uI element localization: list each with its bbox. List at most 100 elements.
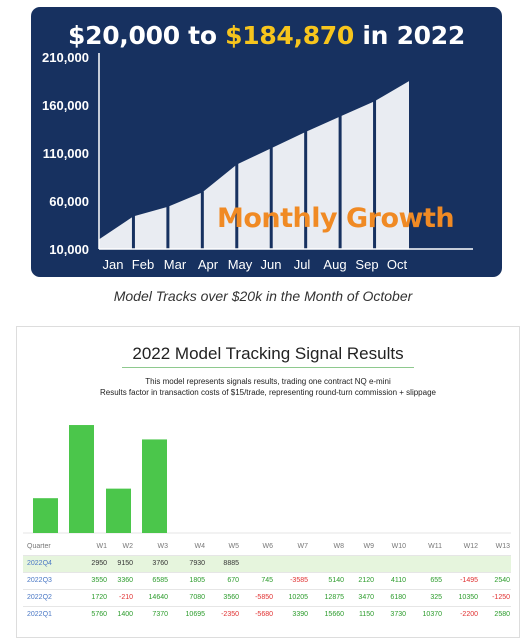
column-header: Quarter <box>27 543 51 550</box>
table-cell: 14640 <box>148 594 168 601</box>
column-header: W4 <box>194 543 206 550</box>
table-cell: 1150 <box>358 611 374 618</box>
table-cell: -3585 <box>290 577 308 584</box>
table-cell: 2950 <box>91 560 107 567</box>
subtitle-line-2: Results factor in transaction costs of $… <box>100 388 436 397</box>
table-cell: 2540 <box>494 577 510 584</box>
table-cell: 10695 <box>185 611 205 618</box>
column-header: W2 <box>122 543 134 550</box>
table-cell: 3560 <box>223 594 239 601</box>
table-cell: 10350 <box>458 594 478 601</box>
title-highlight: $184,870 <box>225 21 354 50</box>
table-cell: 745 <box>261 577 273 584</box>
table-cell: 5140 <box>328 577 344 584</box>
x-tick-label: Sep <box>355 257 378 272</box>
table-cell: 2120 <box>358 577 374 584</box>
table-cell: 6585 <box>152 577 168 584</box>
y-tick-label: 60,000 <box>49 194 89 209</box>
quarter-link[interactable]: 2022Q2 <box>27 594 52 601</box>
table-cell: -1495 <box>460 577 478 584</box>
x-tick-label: Feb <box>132 257 154 272</box>
table-cell: 8885 <box>223 560 239 567</box>
signal-bar <box>106 488 131 533</box>
x-tick-label: Jan <box>103 257 124 272</box>
column-header: W8 <box>333 543 345 550</box>
table-cell: 7930 <box>189 560 205 567</box>
table-cell: 655 <box>430 577 442 584</box>
table-cell: 5760 <box>91 611 107 618</box>
quarter-link[interactable]: 2022Q3 <box>27 577 52 584</box>
table-row: 2022Q3 3550 3360 6585 1805 670 745 -3585 5140 212… <box>23 572 511 589</box>
column-header: W1 <box>96 543 108 550</box>
signal-bar-chart <box>23 425 511 534</box>
x-tick-label: May <box>228 257 253 272</box>
y-tick-label: 110,000 <box>43 146 89 161</box>
quarter-link[interactable]: 2022Q1 <box>27 611 52 618</box>
table-cell: -210 <box>118 594 133 601</box>
table-cell: 670 <box>227 577 239 584</box>
title-divider <box>122 367 414 368</box>
table-cell: -2200 <box>460 611 478 618</box>
table-cell: -1250 <box>492 594 510 601</box>
column-header: W7 <box>297 543 309 550</box>
column-header: W5 <box>228 543 240 550</box>
table-cell: 3550 <box>91 577 107 584</box>
table-cell: -5850 <box>255 594 273 601</box>
signal-bar <box>69 425 94 533</box>
y-tick-label: 210,000 <box>42 50 89 65</box>
quarter-link[interactable]: 2022Q4 <box>27 560 52 567</box>
table-cell: 1720 <box>91 594 107 601</box>
table-cell: 12875 <box>324 594 344 601</box>
monthly-growth-label: Monthly Growth <box>217 203 455 234</box>
table-cell: -5680 <box>255 611 273 618</box>
table-cell: 3730 <box>390 611 406 618</box>
table-cell: 15660 <box>324 611 344 618</box>
signal-results-table: Quarter W1 W2 W3 W4 W5 W6 W7 W8 W9 W10 W11 W12 W13 202… <box>23 539 511 623</box>
table-cell: 325 <box>430 594 442 601</box>
y-tick-label: 160,000 <box>42 98 89 113</box>
table-cell: 3360 <box>117 577 133 584</box>
x-tick-label: Apr <box>198 257 219 272</box>
title-suffix: in 2022 <box>354 21 465 50</box>
table-cell: 10370 <box>422 611 442 618</box>
signal-bar <box>33 498 58 533</box>
table-cell: 3760 <box>152 560 168 567</box>
table-cell: 9150 <box>117 560 133 567</box>
table-cell: 2580 <box>494 611 510 618</box>
table-row: 2022Q2 1720 -210 14640 7080 3560 -5850 10205 128… <box>23 589 511 606</box>
table-cell: 10205 <box>288 594 308 601</box>
table-cell: -2350 <box>221 611 239 618</box>
column-header: W3 <box>157 543 169 550</box>
table-cell: 6180 <box>390 594 406 601</box>
table-cell: 3390 <box>292 611 308 618</box>
growth-area <box>99 81 409 249</box>
signal-results-card: 2022 Model Tracking Signal Results This … <box>16 326 520 638</box>
y-tick-label: 10,000 <box>49 242 89 257</box>
column-header: W10 <box>391 543 406 550</box>
x-tick-label: Oct <box>387 257 408 272</box>
table-row: 2022Q4 2950 9150 3760 7930 8885 <box>23 555 511 572</box>
table-header: Quarter W1 W2 W3 W4 W5 W6 W7 W8 W9 W10 W11 W12 W13 <box>23 539 511 555</box>
table-row: 2022Q1 5760 1400 7370 10695 -2350 -5680 3390 156… <box>23 606 511 623</box>
chart-caption: Model Tracks over $20k in the Month of O… <box>113 288 413 304</box>
column-header: W13 <box>495 543 510 550</box>
x-tick-label: Jul <box>294 257 311 272</box>
column-header: W6 <box>262 543 274 550</box>
table-cell: 1400 <box>117 611 133 618</box>
table-cell: 7370 <box>152 611 168 618</box>
growth-chart-title: $20,000 to $184,870 in 2022 <box>31 21 502 50</box>
signal-bar <box>142 439 167 533</box>
growth-chart: 210,000 160,000 110,000 60,000 10,000 Jan Feb M… <box>42 50 473 272</box>
x-tick-label: Mar <box>164 257 187 272</box>
table-cell: 7080 <box>189 594 205 601</box>
table-cell: 1805 <box>189 577 205 584</box>
table-cell: 4110 <box>390 577 406 584</box>
title-prefix: $20,000 to <box>68 21 226 50</box>
column-header: W12 <box>463 543 478 550</box>
subtitle-line-1: This model represents signals results, t… <box>145 377 391 386</box>
growth-chart-card: 210,000 160,000 110,000 60,000 10,000 Jan Feb M… <box>31 7 502 277</box>
signal-results-title: 2022 Model Tracking Signal Results <box>132 344 404 363</box>
table-cell: 3470 <box>358 594 374 601</box>
x-tick-label: Jun <box>261 257 282 272</box>
x-tick-label: Aug <box>323 257 346 272</box>
